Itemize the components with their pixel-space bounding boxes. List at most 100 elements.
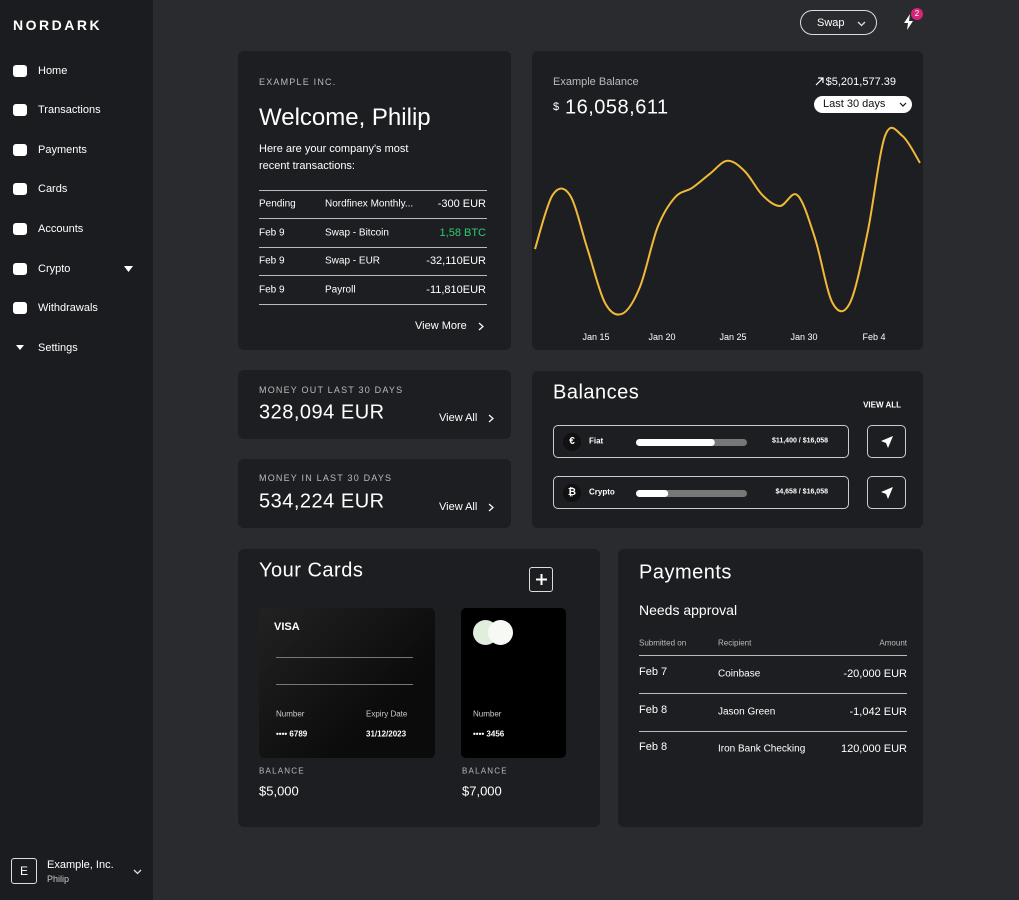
balance-amount: $11,400 / $16,058 <box>771 437 828 445</box>
x-axis-label: Jan 30 <box>790 332 817 342</box>
nav-icon <box>13 144 27 156</box>
balance-bar <box>636 490 747 497</box>
nav-icon <box>16 345 24 350</box>
nav-item[interactable]: Payments <box>0 136 153 164</box>
payments-subtitle: Needs approval <box>639 602 738 618</box>
money-out-view-all[interactable]: View All <box>439 412 478 424</box>
card-balance: $7,000 <box>462 783 502 799</box>
balance-line <box>534 126 921 316</box>
triangle <box>124 266 133 272</box>
swap-button[interactable]: Swap <box>800 10 877 35</box>
cards-card: Your Cards VISA Number Expiry Date •••• … <box>238 549 600 827</box>
table-rule <box>259 246 487 248</box>
add-card-button[interactable] <box>529 567 553 592</box>
money-in-label: MONEY IN LAST 30 DAYS <box>259 473 393 483</box>
nav-item[interactable]: Withdrawals <box>0 294 153 322</box>
view-more-chevron <box>478 322 484 331</box>
balances-view-all[interactable]: VIEW ALL <box>863 400 901 410</box>
payments-title: Payments <box>639 561 732 584</box>
bar-fill <box>636 439 715 446</box>
money-in-amount: 534,224 EUR <box>259 490 385 513</box>
send-icon <box>881 487 893 499</box>
welcome-subtitle: Here are your company's most recent tran… <box>259 143 409 172</box>
nav-expand <box>124 266 133 272</box>
balances-title: Balances <box>553 381 640 404</box>
balance-label: Example Balance <box>553 76 639 88</box>
payment-amount: -20,000 EUR <box>843 668 907 680</box>
send-icon <box>881 436 893 448</box>
tx-description: Swap - EUR <box>325 255 381 267</box>
brand-logo[interactable]: NORDARK <box>13 17 103 33</box>
user-menu-chevron[interactable] <box>133 869 142 875</box>
period-label: Last 30 days <box>823 98 886 110</box>
nav-label: Transactions <box>38 104 101 116</box>
money-out-amount: 328,094 EUR <box>259 401 385 424</box>
card-line <box>276 684 413 685</box>
cards-title: Your Cards <box>259 559 364 582</box>
table-rule <box>259 190 487 191</box>
money-out-label: MONEY OUT LAST 30 DAYS <box>259 385 404 395</box>
bar-fill <box>636 490 669 497</box>
view-more[interactable]: View More <box>415 320 467 332</box>
welcome-title: Welcome, Philip <box>259 104 431 131</box>
tx-description: Payroll <box>325 284 356 295</box>
nav-icon <box>13 65 27 77</box>
nav-item[interactable]: Crypto <box>0 255 153 283</box>
change-arrow <box>815 77 824 86</box>
nav-icon <box>13 302 27 314</box>
nav-label: Home <box>38 65 68 77</box>
tx-amount: -32,110EUR <box>426 255 486 267</box>
period-chevron <box>899 102 907 107</box>
number-label: Number <box>473 709 502 719</box>
period-select[interactable]: Last 30 days <box>814 96 912 113</box>
balance-card: Example Balance $ 16,058,611 $5,201,577.… <box>532 51 923 350</box>
payment-date: Feb 7 <box>639 666 668 678</box>
nav-item[interactable]: Accounts <box>0 215 153 243</box>
nav-icon <box>13 263 27 275</box>
balance-label: BALANCE <box>462 766 508 776</box>
balance-change: $5,201,577.39 <box>825 76 896 88</box>
payment-recipient: Coinbase <box>718 668 761 680</box>
payment-amount: 120,000 EUR <box>840 743 907 755</box>
swap-label: Swap <box>817 17 845 29</box>
card-brand: VISA <box>274 621 300 633</box>
send-button[interactable] <box>867 425 906 458</box>
nav-label: Accounts <box>38 223 84 235</box>
payment-amount: -1,042 EUR <box>849 705 907 718</box>
tx-date: Feb 9 <box>259 255 285 267</box>
visa-card[interactable]: VISA Number Expiry Date •••• 6789 31/12/… <box>259 608 435 758</box>
money-out-card: MONEY OUT LAST 30 DAYS 328,094 EUR View … <box>238 370 511 439</box>
icon-shape <box>13 65 27 77</box>
balance-bar <box>636 439 747 446</box>
expiry-label: Expiry Date <box>366 709 408 719</box>
balance-currency: $ <box>553 101 560 113</box>
payment-date: Feb 8 <box>639 741 668 753</box>
nav-item[interactable]: Transactions <box>0 96 153 124</box>
company-label: EXAMPLE INC. <box>259 77 337 87</box>
user-avatar[interactable]: E <box>11 858 37 884</box>
icon-shape <box>13 263 27 275</box>
money-in-view-all[interactable]: View All <box>439 501 478 513</box>
tx-amount: -300 EUR <box>437 198 486 210</box>
balance-row[interactable]: € Fiat $11,400 / $16,058 <box>553 425 849 458</box>
balance-name: Crypto <box>589 487 615 497</box>
nav-item[interactable]: Home <box>0 57 153 85</box>
nav-item[interactable]: Cards <box>0 175 153 203</box>
send-shape <box>881 436 893 448</box>
column-header: Amount <box>879 638 907 648</box>
x-axis-label: Jan 20 <box>648 332 675 342</box>
send-button[interactable] <box>867 476 906 509</box>
nav-label: Withdrawals <box>38 302 98 314</box>
table-rule <box>259 275 487 276</box>
notifications-icon[interactable] <box>903 14 915 30</box>
x-axis-label: Jan 25 <box>719 332 746 342</box>
nav-icon <box>13 104 27 116</box>
notification-badge: 2 <box>911 8 923 20</box>
nav-item[interactable]: Settings <box>0 334 153 362</box>
mastercard-card[interactable]: Number •••• 3456 <box>461 608 566 758</box>
tx-date: Feb 9 <box>259 284 285 295</box>
balance-row[interactable]: ₿ Crypto $4,658 / $16,058 <box>553 476 849 509</box>
x-axis-label: Feb 4 <box>862 332 885 342</box>
icon-shape <box>13 183 27 195</box>
